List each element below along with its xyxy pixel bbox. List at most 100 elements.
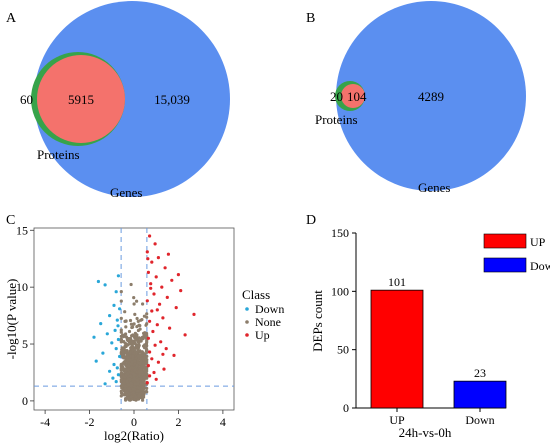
volcano-point-none — [124, 319, 128, 323]
volcano-point-none — [140, 365, 144, 369]
volcano-point-down — [114, 347, 118, 351]
volcano-point-none — [126, 351, 130, 355]
volcano-point-none — [124, 325, 128, 329]
volcano-point-none — [139, 337, 143, 341]
volcano-point-none — [124, 335, 129, 339]
volcano-point-down — [96, 279, 100, 284]
volcano-point-none — [123, 341, 127, 345]
volcano-point-none — [127, 374, 132, 378]
volcano-point-none — [119, 375, 123, 379]
venn-a-proteins-only: 60 — [20, 92, 33, 107]
volcano-point-none — [133, 359, 137, 363]
volcano-x-tick-label: 2 — [175, 415, 181, 429]
volcano-point-none — [137, 386, 141, 390]
volcano-point-up — [146, 257, 150, 261]
volcano-point-up — [154, 377, 158, 381]
volcano-legend-title: Class — [242, 287, 270, 302]
volcano-point-none — [135, 299, 139, 303]
volcano-point-none — [145, 312, 149, 316]
volcano-point-up — [166, 252, 170, 256]
volcano-point-none — [145, 322, 149, 326]
volcano-point-none — [119, 299, 123, 303]
volcano-point-up — [153, 343, 157, 347]
volcano-point-none — [136, 389, 140, 393]
volcano-point-up — [168, 326, 172, 330]
volcano-point-none — [121, 346, 125, 350]
volcano-point-down — [115, 318, 119, 322]
volcano-legend-label-none: None — [255, 315, 281, 329]
volcano-point-none — [136, 382, 140, 386]
volcano-legend-swatch-down — [245, 307, 249, 311]
panel-letter-a: A — [6, 11, 17, 26]
volcano-point-none — [132, 302, 136, 306]
volcano-point-none — [121, 333, 125, 337]
volcano-point-up — [192, 312, 196, 316]
volcano-point-down — [108, 369, 112, 373]
volcano-point-down — [113, 328, 117, 332]
volcano-point-none — [119, 328, 123, 332]
venn-b-genes-only: 4289 — [418, 89, 444, 104]
volcano-point-none — [143, 346, 147, 350]
volcano-point-up — [161, 352, 165, 356]
volcano-point-none — [127, 387, 131, 391]
bar-y-tick-label: 150 — [331, 226, 349, 240]
volcano-point-up — [163, 266, 167, 270]
volcano-point-up — [170, 278, 174, 282]
volcano-legend-swatch-up — [245, 333, 249, 337]
volcano-point-none — [135, 363, 139, 368]
volcano-point-up — [161, 316, 165, 320]
volcano-point-none — [131, 354, 135, 358]
volcano-point-none — [119, 338, 123, 343]
volcano-point-none — [143, 331, 147, 335]
bar-down — [453, 380, 507, 409]
volcano-point-none — [131, 325, 135, 329]
bar-x-tick-label-up: UP — [389, 413, 405, 427]
volcano-point-none — [130, 347, 135, 351]
volcano-point-none — [145, 339, 149, 343]
volcano-point-none — [127, 358, 132, 362]
volcano-point-down — [101, 351, 105, 355]
volcano-x-tick-label: -2 — [85, 415, 95, 429]
volcano-point-none — [132, 387, 136, 391]
volcano-point-none — [119, 330, 123, 334]
volcano-point-up — [145, 250, 149, 254]
volcano-point-up — [172, 353, 176, 357]
venn-b-genes-label: Genes — [418, 180, 451, 195]
volcano-point-none — [129, 395, 133, 399]
volcano-point-none — [125, 380, 129, 384]
volcano-point-up — [149, 282, 153, 286]
volcano-point-none — [136, 319, 140, 323]
venn-b-genes-circle — [336, 1, 526, 191]
volcano-point-none — [141, 336, 145, 340]
volcano-point-none — [119, 290, 123, 294]
venn-a-genes-only: 15,039 — [154, 92, 190, 107]
volcano-point-none — [126, 368, 131, 372]
volcano-point-none — [131, 391, 136, 395]
bar-axes: 0 50 100 150 — [331, 226, 506, 415]
bar-y-tick-label: 50 — [337, 343, 349, 357]
venn-a-proteins-label: Proteins — [37, 147, 80, 162]
volcano-x-axis: -4 -2 0 2 4 — [40, 410, 226, 429]
volcano-point-up — [155, 323, 159, 327]
volcano-point-none — [132, 322, 136, 326]
volcano-point-none — [128, 337, 132, 341]
volcano-point-none — [133, 368, 137, 372]
bar-y-tick-label: 100 — [331, 284, 349, 298]
volcano-point-up — [176, 273, 180, 277]
venn-b-proteins-circle — [341, 84, 365, 108]
volcano-point-down — [103, 283, 107, 287]
volcano-point-none — [131, 345, 135, 349]
volcano-point-none — [119, 316, 123, 320]
volcano-point-none — [140, 318, 144, 322]
volcano-point-none — [127, 329, 132, 334]
volcano-point-none — [133, 382, 137, 386]
volcano-point-down — [94, 359, 98, 363]
volcano-point-up — [150, 260, 154, 264]
volcano-point-none — [141, 398, 145, 402]
volcano-point-down — [99, 322, 103, 326]
volcano-point-none — [135, 316, 139, 321]
volcano-point-none — [137, 343, 141, 348]
volcano-plot: C -4 -2 0 2 4 0 5 10 15 log2(Ratio) -log10(P va… — [4, 213, 284, 443]
volcano-point-up — [150, 309, 154, 313]
